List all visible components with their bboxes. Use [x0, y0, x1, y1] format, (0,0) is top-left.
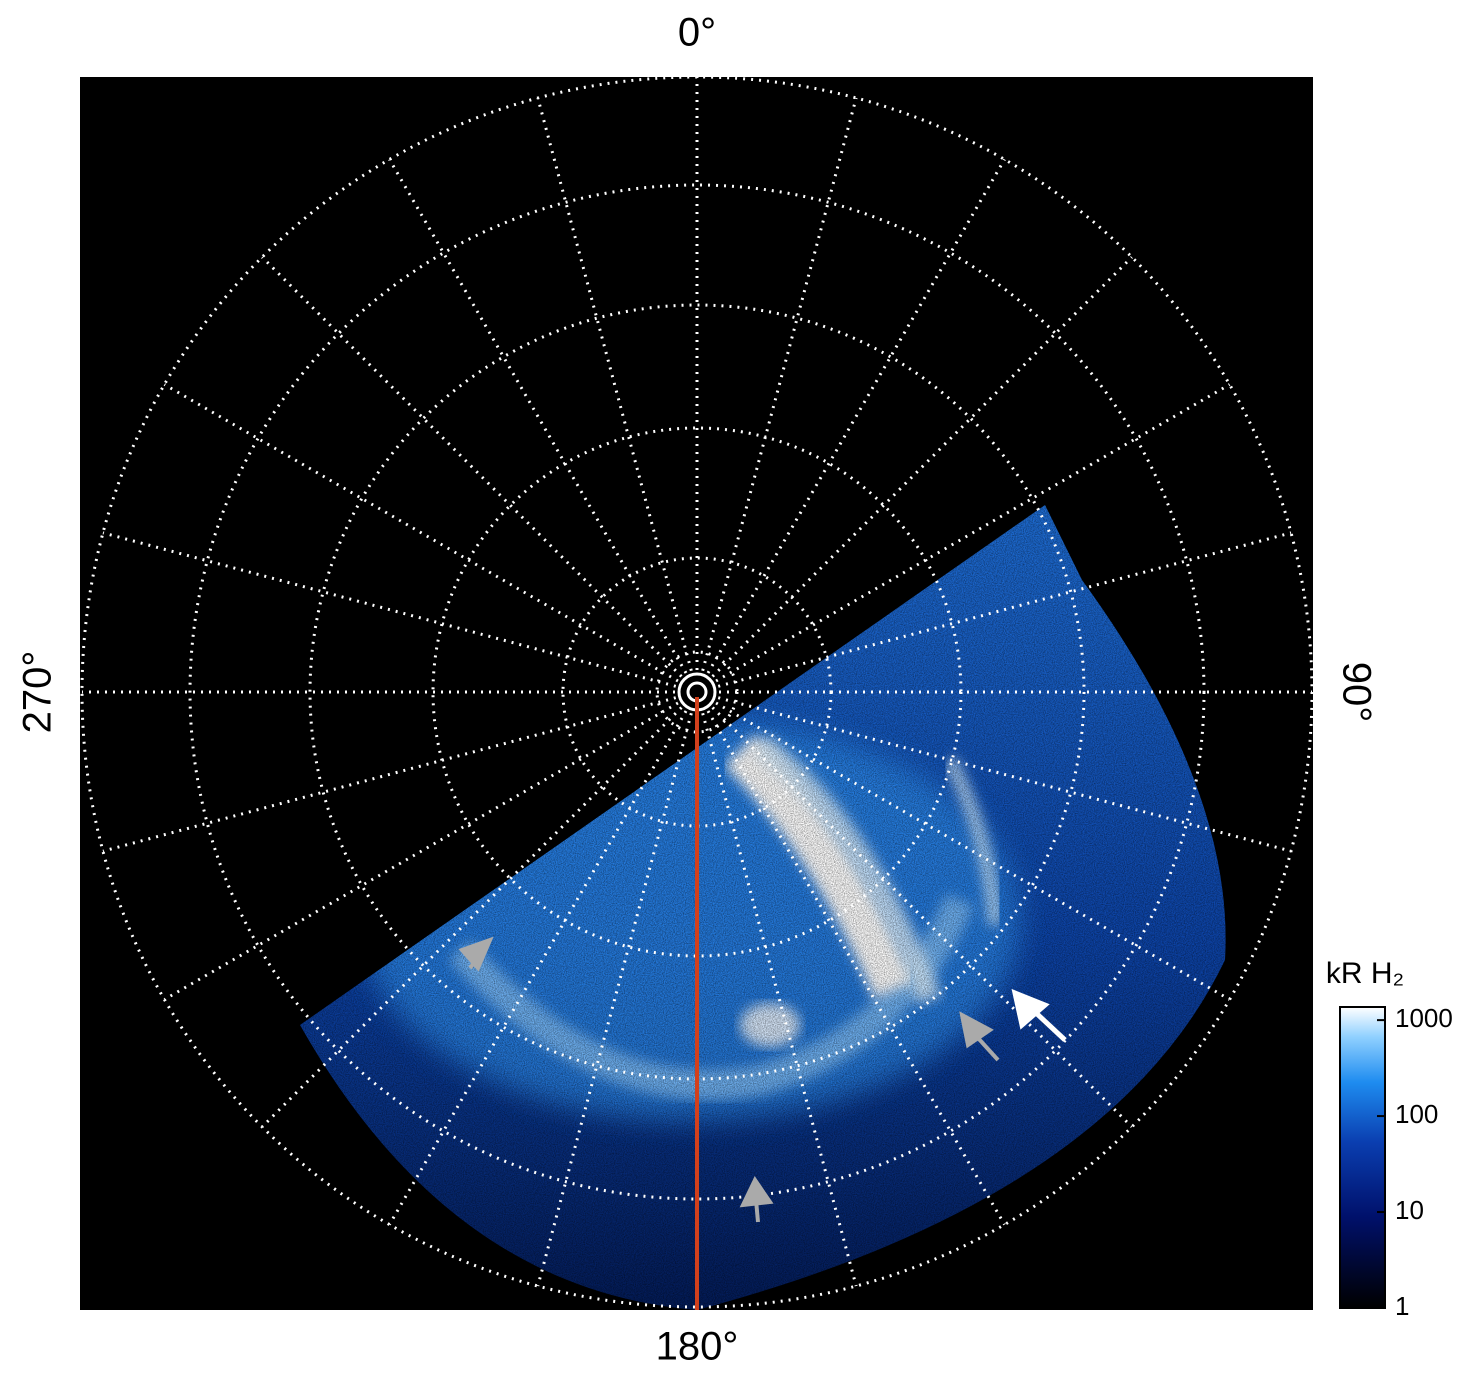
- grid-spoke: [701, 712, 858, 1287]
- colorbar-title: kR H₂: [1326, 957, 1404, 990]
- grid-spoke: [711, 256, 1133, 678]
- angle-tick-label: 270°: [16, 651, 60, 734]
- grid-spoke: [717, 531, 1292, 688]
- arrows: [458, 936, 1067, 1223]
- grid-spoke: [717, 696, 1292, 853]
- grid-spoke: [102, 531, 677, 688]
- grid-spoke: [711, 706, 1133, 1128]
- grid-spoke: [163, 701, 679, 1001]
- angle-tick-label: 90°: [1334, 662, 1378, 723]
- angle-tick-label: 0°: [678, 11, 716, 55]
- grid-ring: [308, 303, 1086, 1081]
- angle-tick-label: 180°: [656, 1325, 739, 1369]
- grid-spoke: [163, 383, 679, 683]
- grid-spoke: [536, 712, 693, 1287]
- grid-ring: [188, 183, 1206, 1201]
- colorbar-tick-label: 100: [1395, 1099, 1438, 1129]
- grid-spoke: [715, 383, 1231, 683]
- colorbar: [1339, 1006, 1386, 1309]
- grid-spoke: [701, 97, 858, 672]
- grid-spoke: [261, 706, 683, 1128]
- grid-spoke: [706, 710, 1006, 1226]
- polar-grid: [80, 75, 1314, 1309]
- grid-spoke: [388, 158, 688, 674]
- grid-spoke: [706, 158, 1006, 674]
- colorbar-tick-label: 1000: [1395, 1003, 1453, 1033]
- colorbar-tick-label: 1: [1395, 1291, 1409, 1321]
- colorbar-tick-label: 10: [1395, 1195, 1424, 1225]
- grid-spoke: [715, 701, 1231, 1001]
- grid-spoke: [388, 710, 688, 1226]
- grid-spoke: [536, 97, 693, 672]
- grid-spoke: [102, 696, 677, 853]
- grid-spoke: [261, 256, 683, 678]
